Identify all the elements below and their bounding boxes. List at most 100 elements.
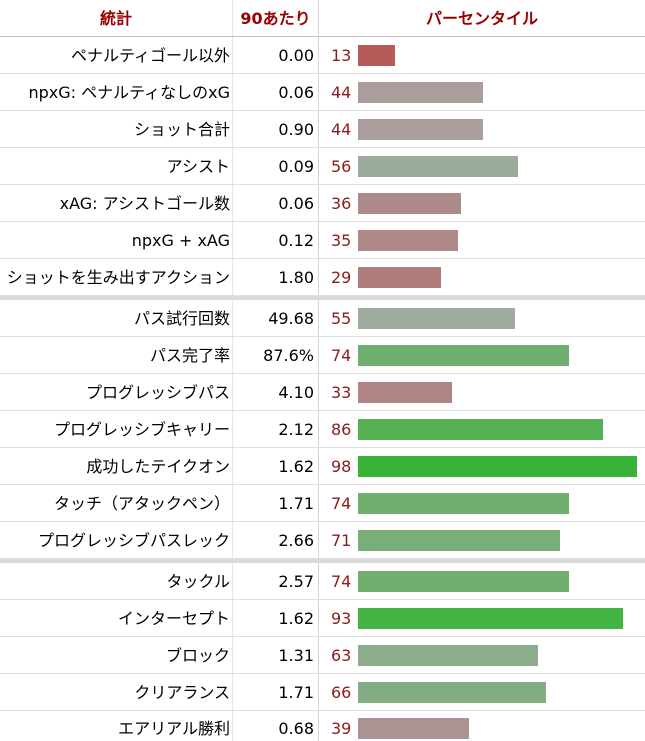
percentile-bar-track xyxy=(358,418,643,440)
percentile-value: 93 xyxy=(331,608,352,628)
header-stat: 統計 xyxy=(0,0,233,36)
stat-label: ブロック xyxy=(0,637,233,673)
percentile-bar-track xyxy=(358,155,643,177)
per90-value: 2.57 xyxy=(233,563,319,599)
percentile-cell: 74 xyxy=(319,485,645,521)
percentile-cell: 35 xyxy=(319,222,645,258)
percentile-cell: 44 xyxy=(319,111,645,147)
percentile-bar-track xyxy=(358,81,643,103)
table-row: ブロック 1.31 63 xyxy=(0,637,645,674)
per90-value: 1.80 xyxy=(233,259,319,295)
percentile-cell: 55 xyxy=(319,300,645,336)
percentile-bar xyxy=(358,118,484,140)
percentile-cell: 74 xyxy=(319,563,645,599)
stat-label: プログレッシブキャリー xyxy=(0,411,233,447)
percentile-value: 56 xyxy=(331,156,352,176)
percentile-cell: 13 xyxy=(319,37,645,73)
section-divider xyxy=(0,296,645,300)
per90-value: 2.66 xyxy=(233,522,319,558)
percentile-value: 44 xyxy=(331,119,352,139)
table-row: ショットを生み出すアクション 1.80 29 xyxy=(0,259,645,296)
percentile-value: 13 xyxy=(331,45,352,65)
percentile-value: 66 xyxy=(331,682,352,702)
stat-label: エアリアル勝利 xyxy=(0,711,233,741)
per90-value: 1.71 xyxy=(233,674,319,710)
percentile-bar-track xyxy=(358,44,643,66)
percentile-value: 74 xyxy=(331,493,352,513)
percentile-bar xyxy=(358,307,515,329)
percentile-bar-track xyxy=(358,718,643,739)
header-per90: 90あたり xyxy=(233,0,319,36)
per90-value: 0.06 xyxy=(233,74,319,110)
percentile-value: 29 xyxy=(331,267,352,287)
stat-label: タッチ（アタックペン） xyxy=(0,485,233,521)
percentile-bar xyxy=(358,266,441,288)
per90-value: 49.68 xyxy=(233,300,319,336)
percentile-bar xyxy=(358,155,518,177)
percentile-bar xyxy=(358,492,569,514)
percentile-bar-track xyxy=(358,266,643,288)
percentile-bar xyxy=(358,81,484,103)
percentile-value: 33 xyxy=(331,382,352,402)
percentile-bar xyxy=(358,529,561,551)
percentile-value: 35 xyxy=(331,230,352,250)
percentile-bar-track xyxy=(358,492,643,514)
table-row: パス完了率 87.6% 74 xyxy=(0,337,645,374)
percentile-value: 74 xyxy=(331,345,352,365)
percentile-cell: 39 xyxy=(319,711,645,741)
stat-label: プログレッシブパス xyxy=(0,374,233,410)
stat-label: xAG: アシストゴール数 xyxy=(0,185,233,221)
table-row: npxG: ペナルティなしのxG 0.06 44 xyxy=(0,74,645,111)
per90-value: 1.62 xyxy=(233,600,319,636)
per90-value: 0.06 xyxy=(233,185,319,221)
table-row: タックル 2.57 74 xyxy=(0,563,645,600)
stat-label: パス完了率 xyxy=(0,337,233,373)
stat-label: ペナルティゴール以外 xyxy=(0,37,233,73)
percentile-bar xyxy=(358,681,547,703)
table-row: パス試行回数 49.68 55 xyxy=(0,300,645,337)
header-percentile: パーセンタイル xyxy=(425,8,538,28)
table-header: 統計 90あたり パーセンタイル xyxy=(0,0,645,37)
percentile-bar xyxy=(358,229,458,251)
percentile-cell: 93 xyxy=(319,600,645,636)
percentile-bar xyxy=(358,192,461,214)
percentile-value: 71 xyxy=(331,530,352,550)
percentile-bar xyxy=(358,455,638,477)
stat-label: ショットを生み出すアクション xyxy=(0,259,233,295)
percentile-bar xyxy=(358,344,569,366)
percentile-value: 55 xyxy=(331,308,352,328)
percentile-value: 39 xyxy=(331,719,352,738)
percentile-cell: 98 xyxy=(319,448,645,484)
per90-value: 0.90 xyxy=(233,111,319,147)
per90-value: 4.10 xyxy=(233,374,319,410)
percentile-cell: 56 xyxy=(319,148,645,184)
percentile-bar xyxy=(358,44,396,66)
percentile-value: 98 xyxy=(331,456,352,476)
table-row: タッチ（アタックペン） 1.71 74 xyxy=(0,485,645,522)
percentile-bar-track xyxy=(358,307,643,329)
stat-label: タックル xyxy=(0,563,233,599)
per90-value: 0.68 xyxy=(233,711,319,741)
percentile-cell: 44 xyxy=(319,74,645,110)
per90-value: 0.09 xyxy=(233,148,319,184)
percentile-bar xyxy=(358,607,624,629)
per90-value: 2.12 xyxy=(233,411,319,447)
percentile-bar xyxy=(358,381,453,403)
percentile-bar-track xyxy=(358,381,643,403)
table-row: npxG + xAG 0.12 35 xyxy=(0,222,645,259)
per90-value: 1.71 xyxy=(233,485,319,521)
stat-label: npxG: ペナルティなしのxG xyxy=(0,74,233,110)
table-row: プログレッシブパス 4.10 33 xyxy=(0,374,645,411)
stat-label: プログレッシブパスレック xyxy=(0,522,233,558)
percentile-bar-track xyxy=(358,644,643,666)
percentile-cell: 74 xyxy=(319,337,645,373)
percentile-bar-track xyxy=(358,607,643,629)
table-row: エアリアル勝利 0.68 39 xyxy=(0,711,645,741)
percentile-bar xyxy=(358,418,604,440)
percentile-cell: 86 xyxy=(319,411,645,447)
percentile-value: 63 xyxy=(331,645,352,665)
per90-value: 0.12 xyxy=(233,222,319,258)
per90-value: 1.31 xyxy=(233,637,319,673)
stat-label: インターセプト xyxy=(0,600,233,636)
